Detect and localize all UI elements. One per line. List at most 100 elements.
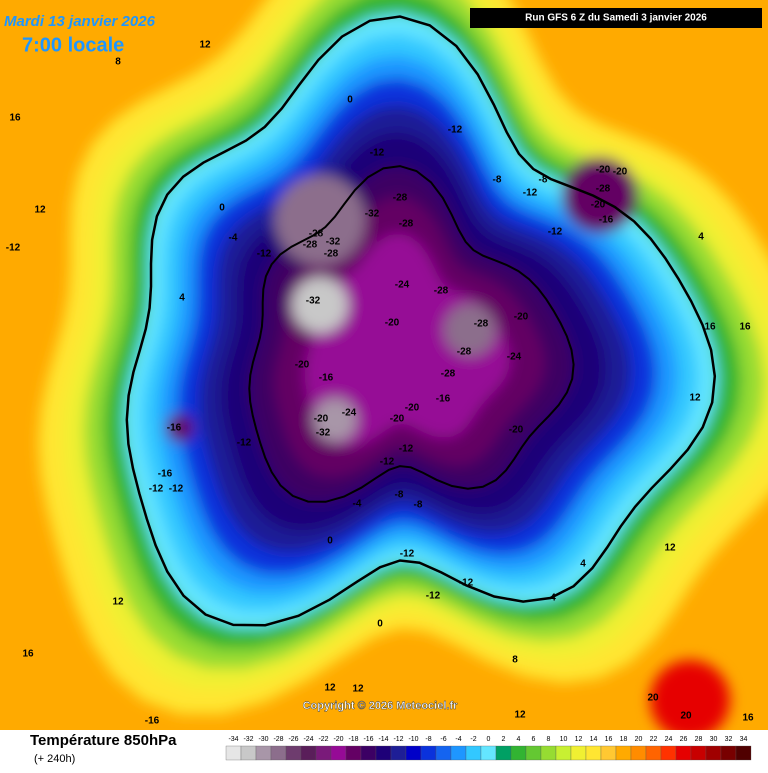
colorbar-tick-label: 26 [680,736,688,743]
contour-label: 8 [512,655,518,666]
colorbar-swatch [526,746,541,760]
colorbar-swatch [676,746,691,760]
contour-label: 20 [680,711,692,722]
contour-label: -12 [6,243,21,254]
colorbar-tick-label: 2 [502,736,506,743]
colorbar-tick-label: -32 [243,736,253,743]
forecast-date: Mardi 13 janvier 2026 [4,13,156,30]
contour-label: 12 [689,393,701,404]
colorbar-swatch [646,746,661,760]
colorbar-swatch [301,746,316,760]
temperature-cell [275,175,365,265]
colorbar-tick-label: 32 [725,736,733,743]
contour-label: -28 [441,369,456,380]
contour-label: -16 [319,373,334,384]
colorbar-swatch [661,746,676,760]
colorbar-tick-label: 0 [487,736,491,743]
contour-label: -32 [306,296,321,307]
contour-label: 16 [704,322,716,333]
contour-label: -20 [390,414,405,425]
colorbar-swatch [316,746,331,760]
colorbar-swatch [256,746,271,760]
colorbar-tick-label: -18 [348,736,358,743]
colorbar-tick-label: 28 [695,736,703,743]
contour-label: -16 [167,423,182,434]
contour-label: -28 [596,184,611,195]
colorbar-swatch [601,746,616,760]
contour-label: -8 [395,490,404,501]
colorbar-swatch [241,746,256,760]
colorbar-tick-label: -16 [363,736,373,743]
contour-label: -12 [523,188,538,199]
contour-label: 4 [550,593,556,604]
contour-label: -12 [237,438,252,449]
contour-label: -12 [426,591,441,602]
contour-label: -4 [229,233,238,244]
contour-label: -16 [599,215,614,226]
contour-label: -20 [613,167,628,178]
contour-label: -12 [149,484,164,495]
run-info: Run GFS 6 Z du Samedi 3 janvier 2026 [525,13,707,24]
colorbar-tick-label: 30 [710,736,718,743]
colorbar-swatch [361,746,376,760]
colorbar-tick-label: -8 [425,736,431,743]
colorbar-swatch [481,746,496,760]
contour-label: -20 [295,360,310,371]
contour-label: -28 [474,319,489,330]
colorbar-swatch [376,746,391,760]
contour-label: -28 [399,219,414,230]
contour-label: -20 [314,414,329,425]
contour-label: 20 [647,693,659,704]
colorbar-swatch [616,746,631,760]
contour-label: 12 [324,683,336,694]
colorbar-tick-label: -24 [303,736,313,743]
colorbar-tick-label: -28 [273,736,283,743]
contour-label: -28 [434,286,449,297]
contour-label: 12 [34,205,46,216]
contour-label: -12 [370,148,385,159]
colorbar: -34-32-30-28-26-24-22-20-18-16-14-12-10-… [226,736,751,760]
contour-label: -28 [309,229,324,240]
contour-label: -20 [405,403,420,414]
colorbar-tick-label: 14 [590,736,598,743]
contour-label: 16 [9,113,21,124]
legend-title: Température 850hPa [30,732,177,749]
colorbar-swatch [496,746,511,760]
colorbar-swatch [271,746,286,760]
contour-label: 16 [742,713,754,724]
colorbar-swatch [691,746,706,760]
colorbar-swatch [541,746,556,760]
contour-label: -20 [514,312,529,323]
contour-label: -12 [400,549,415,560]
contour-label: -20 [509,425,524,436]
colorbar-tick-label: -22 [318,736,328,743]
contour-label: 12 [352,684,364,695]
colorbar-swatch [346,746,361,760]
colorbar-swatch [556,746,571,760]
contour-label: -12 [169,484,184,495]
colorbar-swatch [226,746,241,760]
colorbar-tick-label: -20 [333,736,343,743]
contour-label: 4 [698,232,704,243]
contour-label: -12 [548,227,563,238]
colorbar-swatch [736,746,751,760]
contour-label: 16 [22,649,34,660]
contour-label: 12 [199,40,211,51]
colorbar-tick-label: -30 [258,736,268,743]
contour-label: -24 [507,352,522,363]
contour-label: 0 [327,536,333,547]
contour-label: -8 [539,175,548,186]
colorbar-tick-label: -34 [228,736,238,743]
contour-label: -16 [145,716,160,727]
legend-subtitle: (+ 240h) [34,753,75,765]
colorbar-tick-label: 12 [575,736,583,743]
colorbar-tick-label: -4 [455,736,461,743]
colorbar-tick-label: 16 [605,736,613,743]
forecast-time: 7:00 locale [22,34,124,56]
colorbar-tick-label: 4 [517,736,521,743]
colorbar-tick-label: -14 [378,736,388,743]
contour-label: -8 [414,500,423,511]
contour-label: 4 [580,559,586,570]
contour-label: -24 [342,408,357,419]
